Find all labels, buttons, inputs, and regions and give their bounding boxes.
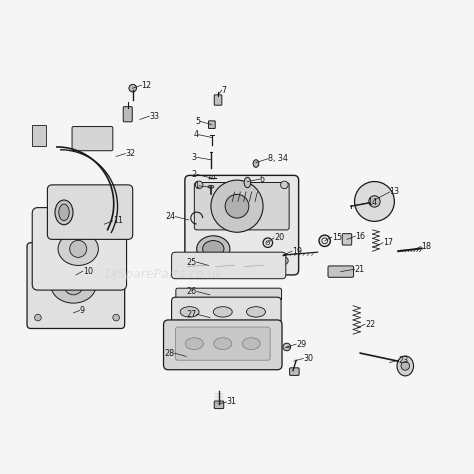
Text: 23: 23 [398, 356, 408, 365]
Circle shape [211, 180, 263, 232]
Circle shape [113, 250, 119, 257]
Ellipse shape [59, 204, 69, 220]
Text: 15: 15 [332, 233, 342, 241]
Text: 8, 34: 8, 34 [268, 155, 288, 163]
Circle shape [281, 181, 288, 189]
Circle shape [401, 362, 410, 370]
FancyBboxPatch shape [175, 327, 270, 360]
Ellipse shape [51, 267, 96, 303]
FancyBboxPatch shape [32, 125, 46, 146]
Text: 29: 29 [296, 340, 307, 348]
Text: 25: 25 [186, 258, 197, 266]
FancyBboxPatch shape [176, 288, 282, 301]
Circle shape [113, 314, 119, 321]
Circle shape [35, 314, 41, 321]
Text: 21: 21 [355, 265, 365, 273]
Ellipse shape [180, 307, 199, 317]
FancyBboxPatch shape [32, 208, 127, 290]
Ellipse shape [244, 177, 251, 188]
FancyBboxPatch shape [172, 252, 286, 279]
Circle shape [369, 196, 380, 207]
Text: 22: 22 [365, 320, 375, 328]
Text: 4: 4 [193, 130, 198, 139]
Text: 26: 26 [187, 287, 197, 296]
Ellipse shape [242, 337, 260, 350]
FancyBboxPatch shape [27, 243, 125, 328]
FancyBboxPatch shape [342, 234, 352, 245]
Circle shape [129, 84, 137, 92]
Circle shape [195, 181, 203, 189]
Text: 31: 31 [227, 398, 237, 406]
Circle shape [64, 276, 83, 295]
FancyBboxPatch shape [194, 182, 289, 230]
Text: 20: 20 [274, 234, 284, 242]
Circle shape [35, 250, 41, 257]
Circle shape [281, 257, 288, 264]
Text: 9: 9 [80, 306, 85, 315]
Text: 5: 5 [195, 117, 200, 126]
Ellipse shape [203, 241, 224, 257]
Circle shape [266, 241, 270, 245]
Text: 3: 3 [191, 153, 197, 162]
FancyBboxPatch shape [47, 185, 133, 239]
Text: 6: 6 [260, 175, 265, 183]
Text: 2: 2 [191, 170, 197, 179]
Ellipse shape [58, 232, 99, 265]
FancyBboxPatch shape [214, 95, 222, 105]
Circle shape [70, 240, 87, 257]
Text: 1: 1 [194, 182, 199, 190]
FancyBboxPatch shape [172, 297, 281, 326]
Circle shape [263, 238, 273, 247]
FancyBboxPatch shape [214, 401, 224, 409]
Ellipse shape [208, 185, 214, 188]
Text: 11: 11 [113, 217, 123, 225]
Ellipse shape [55, 200, 73, 225]
Text: 32: 32 [126, 149, 136, 158]
Ellipse shape [213, 307, 232, 317]
Text: 12: 12 [141, 81, 151, 90]
Circle shape [322, 238, 328, 244]
Circle shape [355, 182, 394, 221]
Text: 30: 30 [303, 354, 313, 363]
Text: 28: 28 [164, 349, 174, 357]
Circle shape [283, 343, 291, 351]
Text: 18: 18 [421, 242, 431, 251]
Text: 33: 33 [149, 112, 159, 120]
Ellipse shape [246, 307, 265, 317]
Text: 27: 27 [186, 310, 197, 319]
FancyBboxPatch shape [209, 121, 215, 128]
Circle shape [319, 235, 330, 246]
Ellipse shape [397, 356, 413, 376]
FancyBboxPatch shape [290, 368, 299, 375]
Ellipse shape [197, 236, 230, 262]
FancyBboxPatch shape [328, 266, 354, 277]
Ellipse shape [185, 337, 203, 350]
Ellipse shape [253, 160, 259, 167]
Text: 14: 14 [367, 199, 377, 207]
Text: 10: 10 [83, 267, 93, 275]
Text: 13: 13 [390, 188, 400, 196]
Circle shape [195, 257, 203, 264]
FancyBboxPatch shape [164, 320, 282, 370]
Text: 24: 24 [165, 212, 175, 221]
Text: DJSpareParts.co.uk: DJSpareParts.co.uk [104, 268, 223, 282]
Text: 16: 16 [356, 232, 365, 240]
Text: 7: 7 [222, 86, 227, 94]
Text: 17: 17 [383, 238, 393, 247]
FancyBboxPatch shape [72, 127, 113, 151]
Circle shape [225, 194, 249, 218]
Ellipse shape [214, 337, 232, 350]
FancyBboxPatch shape [123, 107, 132, 122]
FancyBboxPatch shape [185, 175, 299, 275]
Text: 19: 19 [292, 247, 302, 255]
